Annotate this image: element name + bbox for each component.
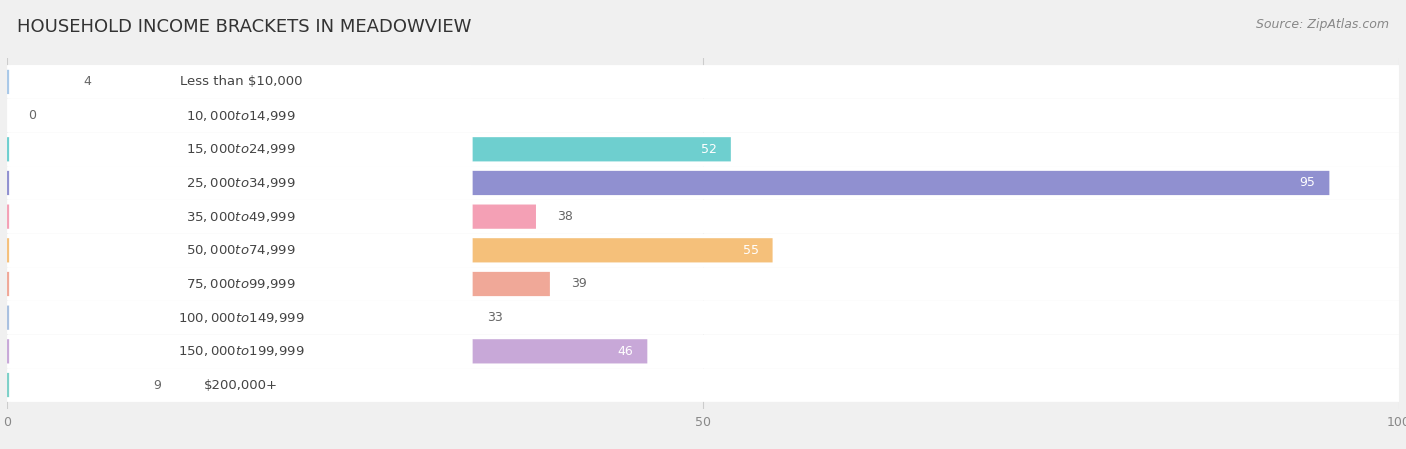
FancyBboxPatch shape — [7, 238, 773, 262]
Text: $50,000 to $74,999: $50,000 to $74,999 — [186, 243, 295, 257]
FancyBboxPatch shape — [7, 335, 1399, 368]
FancyBboxPatch shape — [8, 66, 472, 98]
Text: 52: 52 — [702, 143, 717, 156]
FancyBboxPatch shape — [8, 369, 472, 401]
FancyBboxPatch shape — [7, 204, 536, 229]
Text: 38: 38 — [557, 210, 572, 223]
FancyBboxPatch shape — [8, 99, 472, 132]
Text: $10,000 to $14,999: $10,000 to $14,999 — [186, 109, 295, 123]
FancyBboxPatch shape — [7, 305, 467, 330]
FancyBboxPatch shape — [8, 335, 472, 368]
FancyBboxPatch shape — [8, 234, 472, 267]
FancyBboxPatch shape — [7, 99, 1399, 132]
Text: $15,000 to $24,999: $15,000 to $24,999 — [186, 142, 295, 156]
FancyBboxPatch shape — [8, 200, 472, 233]
FancyBboxPatch shape — [7, 166, 1399, 200]
FancyBboxPatch shape — [7, 373, 132, 397]
Text: Source: ZipAtlas.com: Source: ZipAtlas.com — [1256, 18, 1389, 31]
Text: Less than $10,000: Less than $10,000 — [180, 75, 302, 88]
FancyBboxPatch shape — [7, 137, 731, 161]
FancyBboxPatch shape — [8, 167, 472, 199]
FancyBboxPatch shape — [7, 70, 63, 94]
FancyBboxPatch shape — [7, 65, 1399, 99]
FancyBboxPatch shape — [7, 200, 1399, 233]
FancyBboxPatch shape — [7, 171, 1330, 195]
Text: $25,000 to $34,999: $25,000 to $34,999 — [186, 176, 295, 190]
FancyBboxPatch shape — [7, 267, 1399, 301]
FancyBboxPatch shape — [7, 368, 1399, 402]
FancyBboxPatch shape — [8, 133, 472, 166]
FancyBboxPatch shape — [7, 233, 1399, 267]
Text: 0: 0 — [28, 109, 37, 122]
Text: 9: 9 — [153, 379, 162, 392]
FancyBboxPatch shape — [8, 268, 472, 300]
Text: 55: 55 — [742, 244, 759, 257]
FancyBboxPatch shape — [8, 301, 472, 334]
Text: 33: 33 — [488, 311, 503, 324]
FancyBboxPatch shape — [7, 301, 1399, 335]
Text: 95: 95 — [1299, 176, 1316, 189]
Text: $200,000+: $200,000+ — [204, 379, 278, 392]
FancyBboxPatch shape — [7, 272, 550, 296]
Text: 4: 4 — [83, 75, 91, 88]
Text: 39: 39 — [571, 277, 586, 291]
FancyBboxPatch shape — [7, 132, 1399, 166]
Text: $75,000 to $99,999: $75,000 to $99,999 — [186, 277, 295, 291]
Text: $150,000 to $199,999: $150,000 to $199,999 — [177, 344, 304, 358]
Text: $35,000 to $49,999: $35,000 to $49,999 — [186, 210, 295, 224]
FancyBboxPatch shape — [7, 339, 647, 364]
Text: 46: 46 — [617, 345, 633, 358]
Text: $100,000 to $149,999: $100,000 to $149,999 — [177, 311, 304, 325]
Text: HOUSEHOLD INCOME BRACKETS IN MEADOWVIEW: HOUSEHOLD INCOME BRACKETS IN MEADOWVIEW — [17, 18, 471, 36]
